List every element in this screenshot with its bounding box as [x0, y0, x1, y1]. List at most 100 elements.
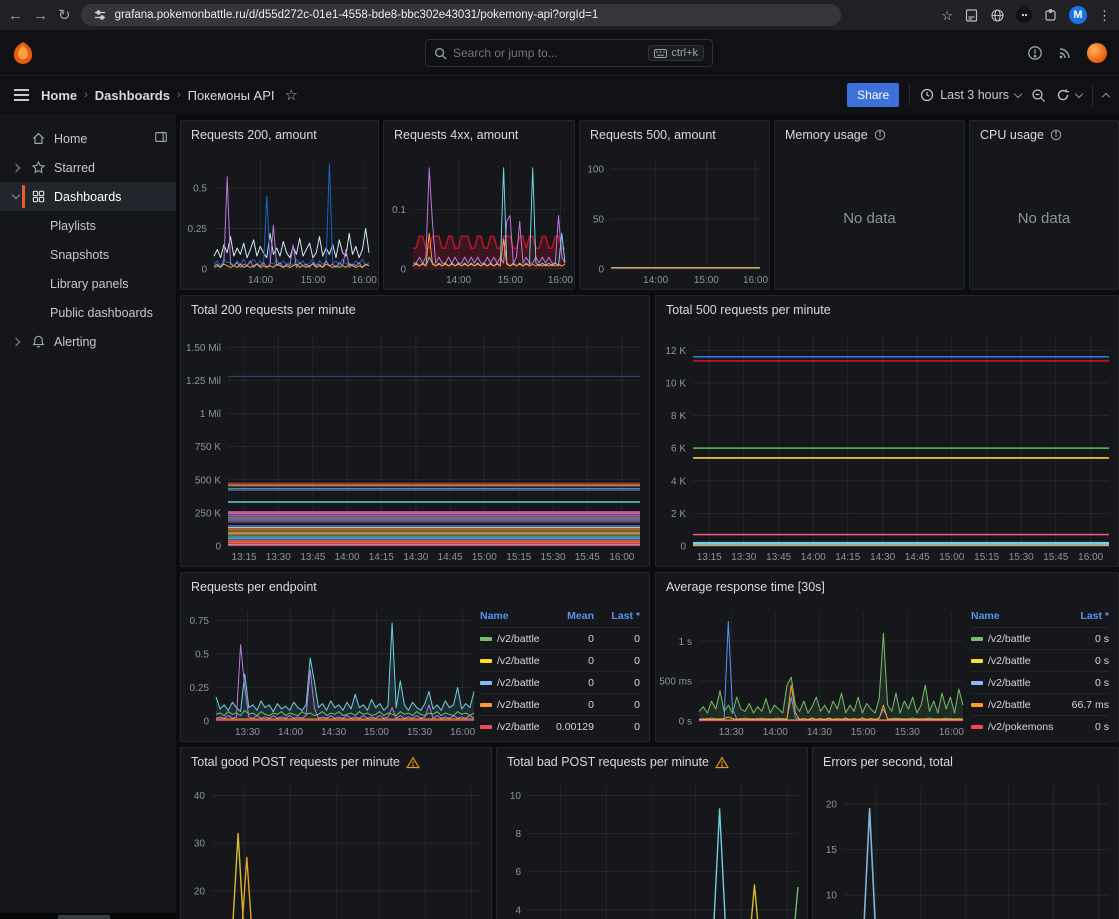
divider	[1092, 84, 1093, 106]
panel-title[interactable]: CPU usage	[980, 128, 1044, 142]
panel-cpu-usage[interactable]: CPU usage No data	[969, 120, 1119, 290]
panel-title[interactable]: Requests 200, amount	[191, 128, 317, 142]
legend-row[interactable]: /v2/battle0 s	[971, 627, 1109, 649]
panel-requests-per-endpoint[interactable]: Requests per endpoint 13:3014:0014:3015:…	[180, 572, 650, 742]
legend-row[interactable]: /v2/battle00	[480, 627, 640, 649]
browser-menu-icon[interactable]: ⋮	[1098, 9, 1111, 22]
extension-globe-icon[interactable]	[990, 8, 1005, 23]
legend-row[interactable]: /v2/battle0 s	[971, 671, 1109, 693]
timeseries-chart[interactable]: 14:0015:0016:00050100	[581, 149, 768, 289]
sidebar-item-dashboards[interactable]: Dashboards	[0, 182, 176, 211]
svg-text:16:00: 16:00	[609, 552, 634, 563]
collapse-header-button[interactable]	[1103, 91, 1109, 100]
svg-text:15:00: 15:00	[939, 552, 964, 563]
svg-text:14:00: 14:00	[335, 552, 360, 563]
dock-sidebar-icon[interactable]	[154, 130, 168, 147]
legend-row[interactable]: /v2/battle0 s	[971, 649, 1109, 671]
panel-bad-post-requests[interactable]: Total bad POST requests per minute 02468…	[496, 747, 808, 919]
sidebar-item-library-panels[interactable]: Library panels	[0, 269, 176, 298]
panel-info-icon[interactable]	[874, 129, 886, 141]
panel-total-500-per-minute[interactable]: Total 500 requests per minute 13:1513:30…	[655, 295, 1119, 567]
search-box[interactable]: ctrl+k	[425, 39, 713, 67]
zoom-out-button[interactable]	[1031, 88, 1046, 103]
sidebar-item-label: Alerting	[54, 335, 96, 349]
panel-memory-usage[interactable]: Memory usage No data	[774, 120, 965, 290]
timeseries-chart[interactable]: 5101520	[814, 776, 1117, 919]
panel-title[interactable]: Total 200 requests per minute	[191, 303, 356, 317]
panel-title[interactable]: Total good POST requests per minute	[191, 755, 400, 769]
extension-puzzle-icon[interactable]	[1043, 8, 1058, 23]
timeseries-chart[interactable]: 13:1513:3013:4514:0014:1514:3014:4515:00…	[182, 324, 648, 566]
favorite-star-icon[interactable]: ☆	[285, 86, 298, 104]
extension-robot-icon[interactable]	[1016, 7, 1032, 23]
panel-requests-200[interactable]: Requests 200, amount 14:0015:0016:0000.2…	[180, 120, 379, 290]
svg-text:14:00: 14:00	[763, 727, 788, 738]
panel-good-post-requests[interactable]: Total good POST requests per minute 0102…	[180, 747, 492, 919]
svg-text:16:00: 16:00	[352, 275, 377, 286]
panel-requests-500[interactable]: Requests 500, amount 14:0015:0016:000501…	[579, 120, 770, 290]
timeseries-chart[interactable]: 010203040	[182, 776, 490, 919]
svg-text:13:30: 13:30	[731, 552, 756, 563]
timeseries-chart[interactable]: 14:0015:0016:0000.250.5	[182, 149, 377, 289]
share-button[interactable]: Share	[847, 83, 899, 107]
grafana-avatar[interactable]	[1087, 43, 1107, 63]
sidebar-item-public-dashboards[interactable]: Public dashboards	[0, 298, 176, 327]
timeseries-chart[interactable]: 13:3014:0014:3015:0015:3016:0000.250.50.…	[182, 601, 480, 741]
svg-text:14:15: 14:15	[835, 552, 860, 563]
sidebar-item-snapshots[interactable]: Snapshots	[0, 240, 176, 269]
svg-text:14:30: 14:30	[321, 727, 346, 738]
back-icon[interactable]: ←	[8, 8, 23, 23]
forward-icon[interactable]: →	[33, 8, 48, 23]
panel-title[interactable]: Requests per endpoint	[191, 580, 317, 594]
svg-text:15:15: 15:15	[974, 552, 999, 563]
news-info-icon[interactable]	[1027, 45, 1043, 61]
panel-warning-icon[interactable]	[715, 756, 729, 769]
panel-title[interactable]: Memory usage	[785, 128, 868, 142]
extension-doc-icon[interactable]	[964, 8, 979, 23]
svg-text:40: 40	[194, 791, 206, 802]
timeseries-chart[interactable]: 13:1513:3013:4514:0014:1514:3014:4515:00…	[657, 324, 1117, 566]
panel-info-icon[interactable]	[1050, 129, 1062, 141]
sidebar-item-starred[interactable]: Starred	[0, 153, 176, 182]
time-range-picker[interactable]: Last 3 hours	[920, 88, 1021, 102]
address-bar[interactable]: grafana.pokemonbattle.ru/d/d55d272c-01e1…	[81, 4, 841, 26]
mega-menu-icon[interactable]	[14, 89, 29, 101]
panel-title[interactable]: Average response time [30s]	[666, 580, 825, 594]
timeseries-chart[interactable]: 14:0015:0016:0000.1	[385, 149, 573, 289]
legend-row[interactable]: /v2/pokemons0 s	[971, 715, 1109, 737]
reload-icon[interactable]: ↻	[58, 8, 71, 23]
breadcrumb-dashboards[interactable]: Dashboards	[95, 88, 170, 103]
legend-row[interactable]: /v2/battle0.001290	[480, 715, 640, 737]
panel-requests-4xx[interactable]: Requests 4xx, amount 14:0015:0016:0000.1	[383, 120, 575, 290]
sidebar-item-playlists[interactable]: Playlists	[0, 211, 176, 240]
panel-total-200-per-minute[interactable]: Total 200 requests per minute 13:1513:30…	[180, 295, 650, 567]
grafana-logo[interactable]	[12, 41, 34, 65]
panel-errors-per-second[interactable]: Errors per second, total 5101520	[812, 747, 1119, 919]
panel-title[interactable]: Total 500 requests per minute	[666, 303, 831, 317]
panel-title[interactable]: Requests 4xx, amount	[394, 128, 518, 142]
sidebar-item-alerting[interactable]: Alerting	[0, 327, 176, 356]
panel-title[interactable]: Requests 500, amount	[590, 128, 716, 142]
legend-row[interactable]: /v2/battle00	[480, 693, 640, 715]
svg-text:13:30: 13:30	[266, 552, 291, 563]
legend-row[interactable]: /v2/battle00	[480, 649, 640, 671]
breadcrumb-dashboard-title[interactable]: Покемоны API	[188, 88, 275, 103]
timeseries-chart[interactable]: 13:3014:0014:3015:0015:3016:000 s500 ms1…	[657, 601, 971, 741]
panel-average-response-time[interactable]: Average response time [30s] 13:3014:0014…	[655, 572, 1119, 742]
legend-row[interactable]: /v2/battle66.7 ms	[971, 693, 1109, 715]
timeseries-chart[interactable]: 0246810	[498, 776, 806, 919]
panel-title[interactable]: Total bad POST requests per minute	[507, 755, 709, 769]
panel-title[interactable]: Errors per second, total	[823, 755, 953, 769]
profile-avatar[interactable]: M	[1069, 6, 1087, 24]
svg-text:15:30: 15:30	[895, 727, 920, 738]
svg-text:0: 0	[215, 542, 221, 553]
sidebar-item-home[interactable]: Home	[0, 124, 176, 153]
legend-row[interactable]: /v2/battle00	[480, 671, 640, 693]
breadcrumb-home[interactable]: Home	[41, 88, 77, 103]
search-input[interactable]	[453, 46, 642, 60]
panel-warning-icon[interactable]	[406, 756, 420, 769]
refresh-button[interactable]	[1056, 88, 1082, 102]
bookmark-star-icon[interactable]: ☆	[941, 9, 953, 22]
svg-text:0 s: 0 s	[679, 717, 692, 728]
rss-icon[interactable]	[1057, 45, 1073, 61]
